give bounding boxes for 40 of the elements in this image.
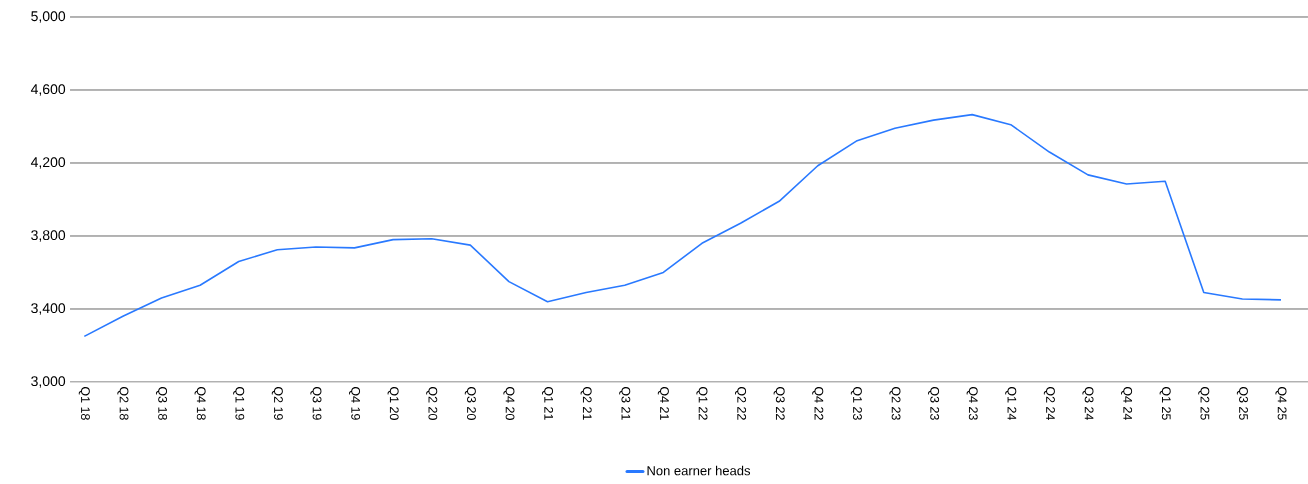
x-tick-label: Q4 22 [812,386,824,420]
y-tick-label: 3,000 [31,376,66,388]
x-tick-label: Q4 19 [348,386,361,420]
x-tick-label: Q3 22 [773,386,785,420]
x-tick-label: Q2 25 [1198,386,1210,420]
x-tick-label: Q2 19 [271,386,283,420]
x-tick-label: Q4 23 [966,386,978,420]
x-tick-label: Q1 23 [850,386,862,420]
x-tick-label: Q2 18 [117,386,129,420]
y-tick-label: 5,000 [31,11,66,23]
y-tick-label: 3,800 [31,230,66,242]
x-tick-label: Q3 19 [310,386,322,420]
x-tick-label: Q3 20 [464,386,476,420]
line-series [83,113,1282,338]
x-tick-label: Q1 21 [541,386,554,420]
y-tick-label: 4,200 [30,157,66,169]
x-tick-label: Q1 24 [1005,386,1017,421]
x-tick-label: Q4 21 [657,386,669,420]
x-tick-label: Q3 21 [619,386,631,420]
x-tick-label: Q2 24 [1043,386,1055,421]
x-tick-label: Q2 20 [426,386,438,420]
x-tick-label: Q3 25 [1236,386,1248,420]
x-tick-label: Q3 24 [1082,386,1094,421]
y-tick-label: 4,600 [30,84,66,96]
x-tick-label: Q1 18 [78,386,90,420]
x-tick-label: Q4 20 [503,386,515,420]
x-tick-label: Q3 23 [928,386,940,420]
x-tick-label: Q2 23 [889,386,901,420]
x-tick-label: Q1 25 [1159,386,1171,420]
x-tick-label: Q1 22 [696,386,708,420]
x-tick-label: Q1 19 [233,386,245,420]
x-tick-label: Q4 18 [194,386,206,420]
x-tick-label: Q2 21 [580,386,592,420]
y-tick-label: 3,400 [31,303,66,315]
x-tick-label: Q4 25 [1275,386,1287,420]
legend-label: Non earner heads [647,465,751,476]
x-tick-label: Q4 24 [1121,386,1133,421]
x-tick-label: Q2 22 [734,386,747,420]
x-tick-label: Q3 18 [155,386,168,420]
x-tick-label: Q1 20 [387,386,399,420]
